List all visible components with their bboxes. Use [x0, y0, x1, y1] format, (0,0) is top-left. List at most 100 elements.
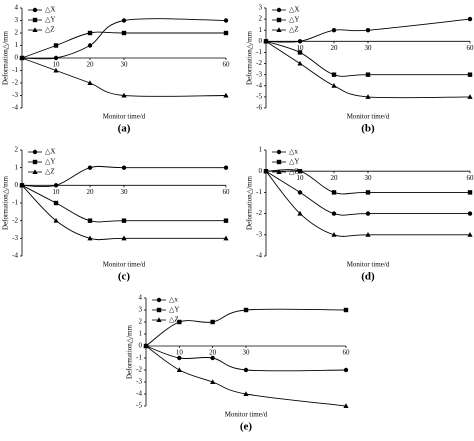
y-tick-label: -2 [256, 59, 262, 67]
y-tick-label: 2 [15, 146, 19, 154]
y-tick-label: -1 [256, 188, 262, 196]
marker [365, 94, 371, 99]
caption: (d) [361, 271, 375, 283]
marker [87, 30, 93, 36]
marker [243, 391, 249, 396]
marker [223, 92, 229, 98]
y-tick-label: -3 [256, 230, 262, 238]
marker [297, 39, 303, 44]
y-axis-label: Deformation△/mm [126, 324, 134, 379]
y-tick-label: -1 [12, 199, 18, 207]
y-tick-label: -4 [12, 252, 18, 260]
marker [87, 235, 93, 241]
x-tick-label: 60 [467, 44, 474, 52]
marker [343, 307, 349, 313]
y-axis-label: Deformation△/mm [246, 175, 254, 230]
marker [365, 72, 371, 77]
x-tick-label: 30 [365, 174, 373, 182]
marker [156, 297, 162, 303]
legend-label: △X [45, 6, 55, 14]
x-tick-label: 20 [331, 174, 339, 182]
x-tick-label: 30 [365, 44, 373, 52]
marker [19, 55, 25, 60]
y-tick-label: -3 [12, 91, 18, 99]
marker [243, 307, 249, 313]
marker [276, 27, 282, 32]
marker [87, 80, 93, 85]
caption: (e) [240, 421, 253, 433]
x-axis-label: Monitor time/d [103, 261, 146, 269]
marker [365, 190, 371, 195]
marker [19, 182, 25, 188]
x-tick-label: 60 [467, 174, 474, 182]
marker [223, 18, 229, 23]
x-axis-label: Monitor time/d [103, 113, 146, 121]
marker [121, 18, 127, 23]
y-tick-label: 1 [259, 26, 263, 34]
legend-label: △Z [169, 316, 179, 324]
caption: (a) [118, 123, 131, 135]
caption: (b) [361, 123, 375, 135]
y-tick-label: 2 [15, 29, 19, 37]
marker [121, 165, 127, 170]
marker [223, 30, 229, 36]
x-tick-label: 10 [176, 349, 184, 357]
y-tick-label: -4 [256, 81, 262, 89]
y-tick-label: -4 [136, 390, 142, 398]
y-tick-label: 3 [139, 306, 143, 314]
legend-label: △X [289, 6, 299, 14]
marker [223, 218, 229, 223]
series-line [21, 31, 226, 59]
legend-label: △Y [289, 16, 299, 24]
marker [467, 94, 473, 99]
marker [276, 149, 282, 155]
marker [243, 367, 249, 373]
marker [365, 28, 371, 33]
marker [331, 190, 337, 195]
x-tick-label: 30 [121, 61, 129, 69]
legend-label: △Z [45, 168, 55, 176]
legend-label: △x [289, 148, 298, 156]
legend-label: △Z [289, 26, 299, 34]
y-tick-label: -3 [256, 70, 262, 78]
y-tick-label: 0 [139, 342, 143, 350]
marker [210, 319, 215, 325]
marker [121, 92, 127, 98]
marker [156, 307, 162, 313]
marker [365, 232, 371, 237]
legend-label: △Y [289, 158, 299, 166]
x-tick-label: 20 [331, 44, 339, 52]
marker [223, 235, 229, 241]
y-tick-label: 0 [259, 167, 263, 175]
legend-label: △X [45, 148, 55, 156]
marker [53, 67, 59, 73]
y-tick-label: -2 [12, 79, 18, 87]
marker [331, 232, 337, 237]
marker [331, 82, 337, 88]
x-axis-label: Monitor time/d [225, 411, 268, 419]
marker [297, 169, 303, 174]
marker [156, 317, 162, 322]
marker [276, 17, 282, 23]
marker [121, 30, 127, 36]
marker [343, 403, 349, 408]
marker [331, 28, 337, 33]
x-tick-label: 60 [223, 188, 231, 196]
y-tick-label: 1 [259, 146, 263, 154]
marker [365, 211, 371, 216]
marker [176, 367, 182, 372]
x-tick-label: 20 [87, 61, 95, 69]
marker [32, 7, 38, 13]
marker [53, 43, 59, 48]
x-tick-label: 30 [121, 188, 129, 196]
marker [53, 183, 59, 188]
marker [87, 43, 93, 48]
marker [53, 217, 59, 223]
marker [177, 355, 182, 361]
marker [121, 218, 127, 223]
legend-label: △Y [45, 158, 55, 166]
x-tick-label: 60 [223, 61, 231, 69]
y-axis-label: Deformation△/mm [2, 30, 10, 85]
marker [121, 235, 127, 241]
